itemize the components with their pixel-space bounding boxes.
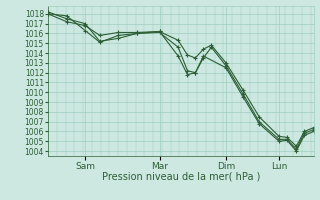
X-axis label: Pression niveau de la mer( hPa ): Pression niveau de la mer( hPa ) <box>102 172 260 182</box>
